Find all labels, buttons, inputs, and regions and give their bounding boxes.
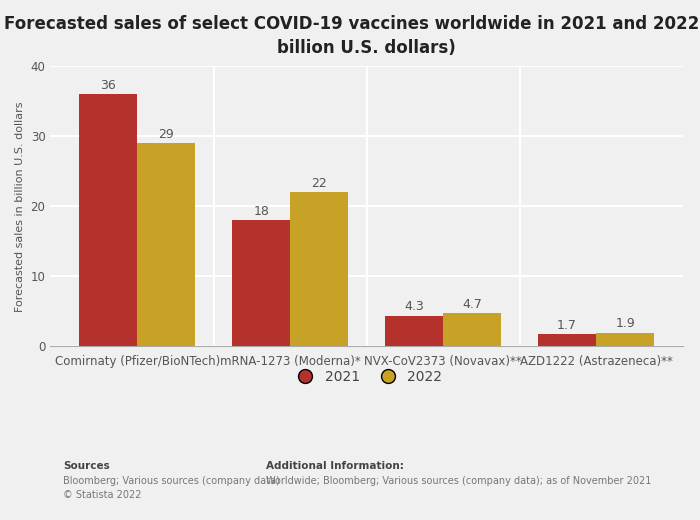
Bar [385, 316, 443, 346]
Text: 1.9: 1.9 [615, 317, 635, 330]
Text: 4.3: 4.3 [404, 301, 424, 314]
Bar [290, 192, 349, 346]
Text: Bloomberg; Various sources (company data): Bloomberg; Various sources (company data… [63, 476, 280, 486]
Text: 4.7: 4.7 [462, 297, 482, 310]
Y-axis label: Forecasted sales in billion U.S. dollars: Forecasted sales in billion U.S. dollars [15, 101, 25, 311]
Bar [443, 314, 501, 346]
Legend: 2021, 2022: 2021, 2022 [286, 365, 447, 389]
Text: Additional Information:: Additional Information: [266, 461, 404, 471]
Bar [596, 333, 654, 346]
Text: 22: 22 [312, 177, 327, 190]
Text: © Statista 2022: © Statista 2022 [63, 490, 141, 500]
Text: 29: 29 [158, 127, 174, 140]
Text: 36: 36 [100, 79, 116, 92]
Text: Sources: Sources [63, 461, 110, 471]
Title: Forecasted sales of select COVID-19 vaccines worldwide in 2021 and 2022 (in
bill: Forecasted sales of select COVID-19 vacc… [4, 15, 700, 57]
Text: Worldwide; Bloomberg; Various sources (company data); as of November 2021: Worldwide; Bloomberg; Various sources (c… [266, 476, 652, 486]
Bar [137, 144, 195, 346]
Bar [538, 334, 596, 346]
Text: 1.7: 1.7 [557, 319, 577, 332]
Bar [79, 95, 137, 346]
Text: 18: 18 [253, 204, 269, 217]
Bar [232, 220, 290, 346]
